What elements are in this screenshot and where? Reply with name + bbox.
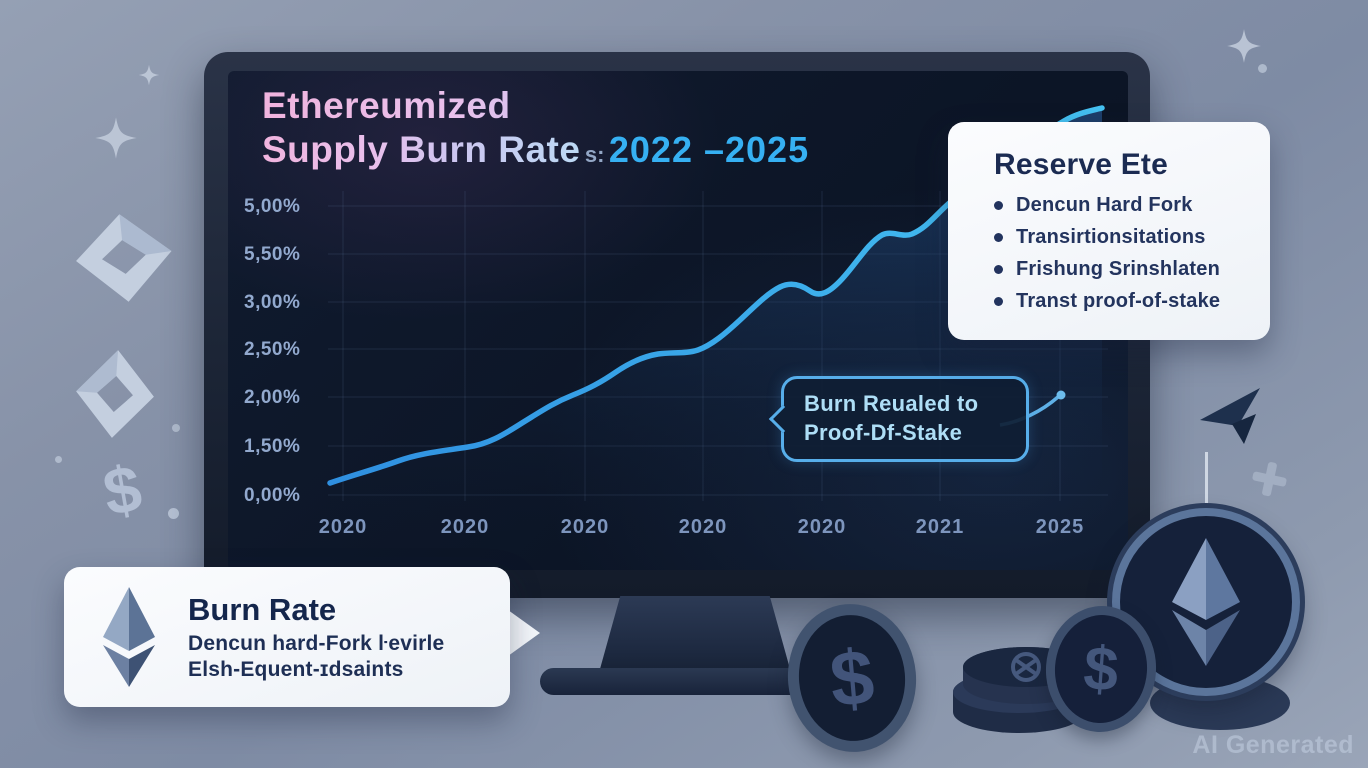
- decor-dot: [172, 424, 180, 432]
- list-item-label: Transt proof-of-stake: [1016, 290, 1221, 312]
- bullet-icon: [994, 297, 1003, 306]
- reserve-ete-card: Reserve Ete Dencun Hard Fork Transirtion…: [948, 122, 1270, 340]
- coin-string: [1205, 452, 1208, 512]
- burn-card-line1: Dencun hard-Fork ŀevirle: [188, 632, 445, 655]
- x-tick: 2020: [678, 516, 728, 538]
- chart-title-range: 2022 –2025: [608, 128, 810, 170]
- decor-dot: [1258, 64, 1267, 73]
- y-tick: 5,00%: [244, 196, 301, 217]
- x-tick: 2020: [560, 516, 610, 538]
- list-item-label: Transirtionsitations: [1016, 226, 1206, 248]
- ethereum-coin: [1112, 508, 1300, 696]
- x-tick: 2020: [318, 516, 368, 538]
- y-tick: 5,50%: [244, 244, 301, 265]
- ethereum-glyph-icon: [1172, 538, 1240, 666]
- list-item: Frishung Srinshlaten: [994, 258, 1270, 281]
- ethereum-logo-icon: [103, 587, 155, 687]
- burn-rate-card: Burn Rate Dencun hard-Fork ŀevirle Elsh-…: [64, 567, 510, 707]
- burn-card-pointer: [508, 610, 540, 656]
- x-tick: 2021: [915, 516, 965, 538]
- y-tick: 2,50%: [244, 339, 301, 360]
- bullet-icon: [994, 233, 1003, 242]
- dollar-glyph: $: [826, 631, 878, 724]
- list-item-label: Dencun Hard Fork: [1016, 194, 1193, 216]
- dollar-coin: $: [781, 598, 923, 758]
- reserve-card-list: Dencun Hard Fork Transirtionsitations Fr…: [994, 194, 1270, 313]
- annotation-line2: Proof-Df-Stake: [804, 420, 963, 445]
- reserve-card-title: Reserve Ete: [994, 148, 1168, 181]
- sparkle-icon: [138, 64, 160, 86]
- sparkle-icon: [1227, 29, 1261, 63]
- x-tick: 2020: [797, 516, 847, 538]
- chart-title-suffix: s:: [584, 141, 605, 167]
- chart-annotation-bubble: Burn Reualed to Proof-Df-Stake: [768, 376, 1029, 462]
- list-item-label: Frishung Srinshlaten: [1016, 258, 1221, 280]
- dollar-glyph: $: [1081, 633, 1121, 705]
- burn-card-line2: Elsh-Equent-ɪdsaints: [188, 658, 404, 681]
- y-tick: 0,00%: [244, 485, 301, 506]
- bullet-icon: [994, 201, 1003, 210]
- decor-dot: [55, 456, 62, 463]
- diamond-icon: [76, 214, 172, 302]
- list-item: Dencun Hard Fork: [994, 194, 1270, 217]
- bullet-icon: [994, 265, 1003, 274]
- list-item: Transirtionsitations: [994, 226, 1270, 249]
- decor-dot: [168, 508, 179, 519]
- ai-generated-watermark: AI Generated: [1192, 731, 1354, 759]
- y-tick: 3,00%: [244, 292, 301, 313]
- y-tick: 2,00%: [244, 387, 301, 408]
- chart-title-line1: Ethereumized: [262, 84, 809, 128]
- callout-tail-dot: [1056, 390, 1066, 400]
- list-item: Transt proof-of-stake: [994, 290, 1270, 313]
- x-tick: 2025: [1035, 516, 1085, 538]
- paper-plane-icon: [1200, 388, 1260, 444]
- x-tick: 2020: [440, 516, 490, 538]
- burn-card-title: Burn Rate: [188, 592, 337, 627]
- annotation-line1: Burn Reualed to: [804, 391, 979, 417]
- diamond-icon: [76, 350, 154, 438]
- chart-title-line2: Supply Burn Rate: [262, 128, 581, 170]
- coin-glyph-icon: [1011, 652, 1041, 682]
- chart-title: Ethereumized Supply Burn Rate s: 2022 –2…: [262, 84, 809, 171]
- dollar-sign-icon: $: [97, 450, 147, 530]
- sparkle-icon: [95, 117, 137, 159]
- y-tick: 1,50%: [244, 436, 301, 457]
- monitor-stand-neck: [598, 596, 792, 676]
- cross-icon: [1249, 459, 1289, 499]
